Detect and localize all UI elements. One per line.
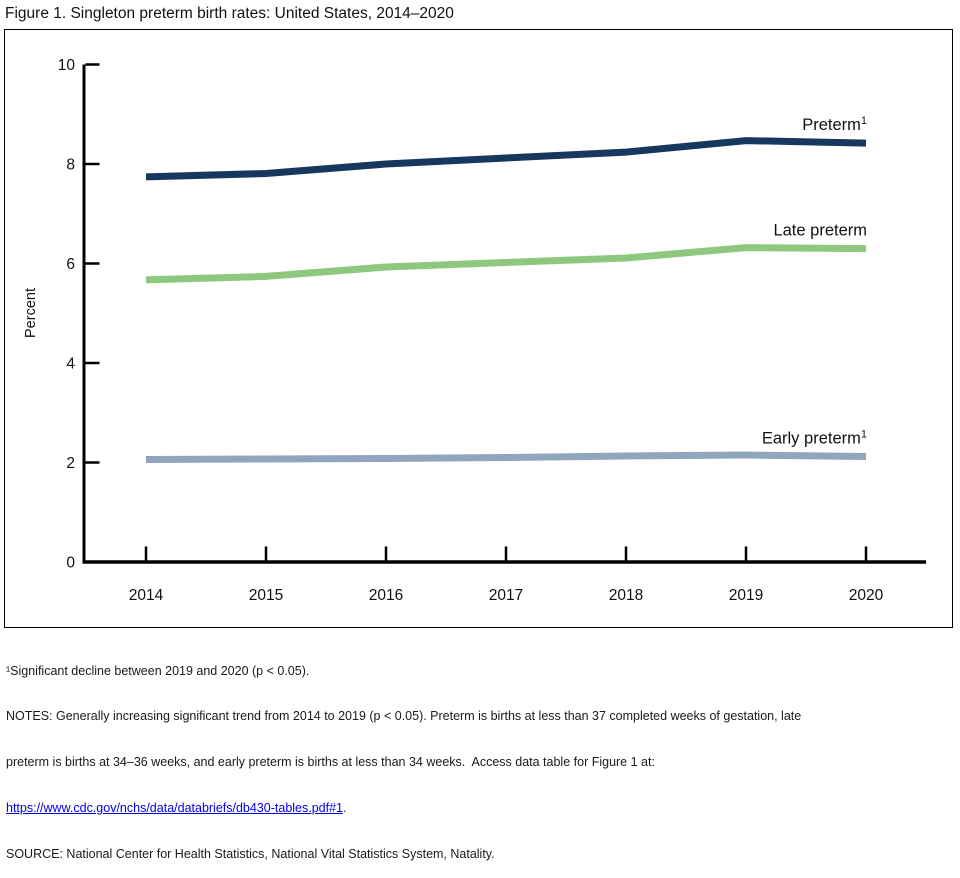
- link-period: .: [343, 801, 347, 816]
- figure-title: Figure 1. Singleton preterm birth rates:…: [5, 5, 454, 22]
- page: { "figure": { "title": "Figure 1. Single…: [4, 5, 953, 862]
- chart-frame: 0 2 4 6 8 10 Percent 2014 2015 2016 2017 2018 2019 20…: [4, 29, 953, 628]
- footnote-source: SOURCE: National Center for Health Stati…: [6, 847, 495, 862]
- x-tick-label: 2017: [489, 587, 523, 604]
- x-tick-label: 2019: [729, 587, 763, 604]
- x-tick-label: 2018: [609, 587, 643, 604]
- y-tick-label: 6: [66, 256, 75, 273]
- y-tick-label: 4: [66, 356, 75, 373]
- series-label-superscript: 1: [861, 115, 867, 127]
- series-line-early-preterm: [145, 451, 867, 463]
- x-tick-label: 2020: [849, 587, 884, 604]
- series-line-preterm: [145, 137, 867, 181]
- footnote-notes-line2: preterm is births at 34–36 weeks, and ea…: [6, 755, 655, 770]
- footnote-significance: ¹Significant decline between 2019 and 20…: [6, 663, 310, 678]
- series-label-late-preterm: Late preterm: [773, 222, 867, 240]
- y-tick-label: 8: [66, 157, 75, 174]
- x-tick-label: 2015: [249, 587, 283, 604]
- data-table-link[interactable]: https://www.cdc.gov/nchs/data/databriefs…: [6, 801, 344, 816]
- y-tick-label: 10: [58, 57, 76, 74]
- x-tick-label: 2016: [369, 587, 403, 604]
- series-label-early-preterm: Early preterm1: [762, 429, 867, 448]
- footnote-link-line: https://www.cdc.gov/nchs/data/databriefs…: [6, 801, 954, 816]
- x-tick-label: 2014: [129, 587, 164, 604]
- series-label-preterm: Preterm1: [802, 115, 867, 134]
- series-line-late-preterm: [145, 244, 867, 284]
- y-axis-title: Percent: [23, 288, 39, 338]
- chart-svg: 0 2 4 6 8 10 Percent 2014 2015 2016 2017 2018 2019 20…: [23, 57, 926, 604]
- y-tick-label: 0: [66, 555, 75, 572]
- footnote-notes-line1: NOTES: Generally increasing significant …: [6, 709, 802, 724]
- footnotes: ¹Significant decline between 2019 and 20…: [6, 633, 954, 878]
- y-tick-label: 2: [66, 455, 75, 472]
- series-label-superscript: 1: [861, 429, 867, 441]
